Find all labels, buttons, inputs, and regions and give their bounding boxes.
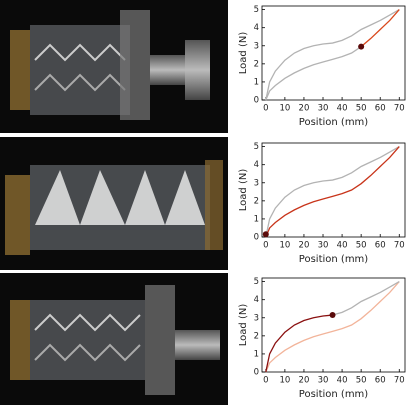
x-tick-label: 0: [263, 241, 268, 251]
y-tick-label: 1: [254, 214, 259, 224]
x-tick-label: 40: [337, 376, 348, 386]
curve: [360, 9, 400, 48]
x-tick-label: 30: [318, 241, 329, 251]
x-tick-label: 50: [356, 104, 367, 114]
y-tick-label: 2: [254, 196, 259, 206]
y-tick-label: 1: [254, 349, 259, 359]
photo-2: [0, 137, 228, 270]
curve: [332, 281, 400, 316]
curve: [265, 46, 362, 101]
x-tick-label: 30: [318, 104, 329, 114]
y-tick-label: 5: [254, 277, 259, 287]
x-tick-label: 0: [263, 104, 268, 114]
x-tick-label: 60: [375, 376, 386, 386]
x-axis-label: Position (mm): [299, 254, 368, 265]
x-tick-label: 20: [299, 241, 310, 251]
x-tick-label: 30: [318, 376, 329, 386]
y-tick-label: 0: [254, 233, 259, 243]
x-axis-label: Position (mm): [299, 389, 368, 400]
y-axis-label: Load (N): [238, 304, 249, 347]
y-tick-label: 5: [254, 5, 259, 15]
x-axis-label: Position (mm): [299, 117, 368, 128]
photo-3: [0, 273, 228, 405]
x-tick-label: 70: [394, 104, 405, 114]
y-tick-label: 2: [254, 59, 259, 69]
curve: [265, 281, 400, 373]
x-tick-label: 0: [263, 376, 268, 386]
curve: [265, 314, 333, 373]
y-axis-label: Load (N): [238, 32, 249, 75]
position-marker: [358, 43, 365, 50]
y-tick-label: 1: [254, 77, 259, 87]
y-axis-label: Load (N): [238, 169, 249, 212]
x-tick-label: 70: [394, 241, 405, 251]
plot-frame: [261, 142, 406, 238]
curve: [265, 146, 400, 238]
x-tick-label: 40: [337, 104, 348, 114]
plot-frame: [261, 5, 406, 101]
y-tick-label: 4: [254, 160, 259, 170]
x-tick-label: 20: [299, 104, 310, 114]
x-tick-label: 40: [337, 241, 348, 251]
curve: [265, 146, 400, 238]
x-tick-label: 10: [279, 241, 290, 251]
x-tick-label: 50: [356, 376, 367, 386]
x-tick-label: 70: [394, 376, 405, 386]
y-tick-label: 0: [254, 96, 259, 106]
x-tick-label: 60: [375, 241, 386, 251]
position-marker: [262, 231, 269, 238]
curve: [265, 9, 400, 101]
y-tick-label: 5: [254, 142, 259, 152]
x-tick-label: 20: [299, 376, 310, 386]
y-tick-label: 4: [254, 295, 259, 305]
position-marker: [329, 312, 336, 319]
y-tick-label: 3: [254, 178, 259, 188]
y-tick-label: 3: [254, 41, 259, 51]
y-tick-label: 3: [254, 313, 259, 323]
x-tick-label: 10: [279, 376, 290, 386]
y-tick-label: 0: [254, 368, 259, 378]
y-tick-label: 2: [254, 331, 259, 341]
y-tick-label: 4: [254, 23, 259, 33]
plot-frame: [261, 277, 406, 373]
x-tick-label: 60: [375, 104, 386, 114]
x-tick-label: 10: [279, 104, 290, 114]
x-tick-label: 50: [356, 241, 367, 251]
photo-1: [0, 0, 228, 133]
